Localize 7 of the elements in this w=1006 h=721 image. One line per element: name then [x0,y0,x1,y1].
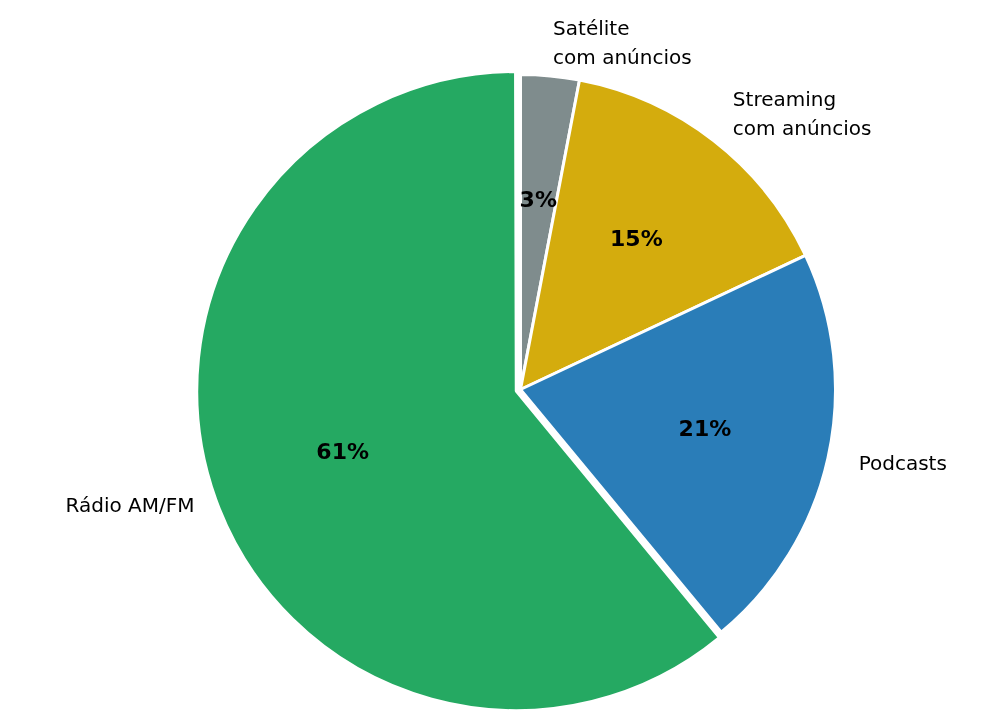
data-label: 21% [678,416,732,442]
slice-label: Rádio AM/FM [65,493,195,518]
slice-label: Podcasts [858,451,947,476]
slice-label: Streaming com anúncios [732,87,872,141]
data-label: 61% [316,439,370,465]
slice-label: Satélite com anúncios [553,16,692,70]
data-label: 15% [610,225,663,251]
